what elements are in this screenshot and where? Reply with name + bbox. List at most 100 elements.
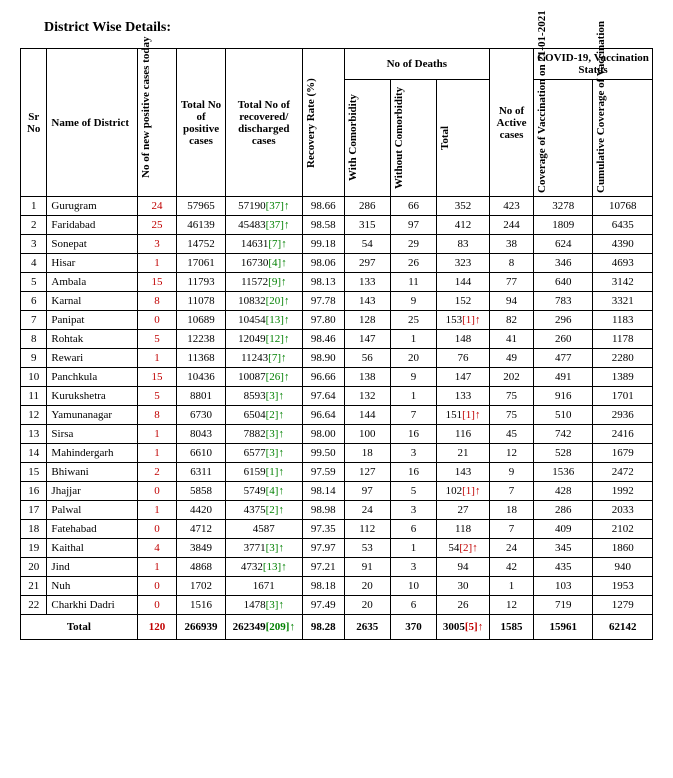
cell-d1: 315: [344, 216, 390, 235]
cell-total-act: 1585: [489, 615, 533, 640]
cell-name: Bhiwani: [47, 463, 137, 482]
cell-v2: 4390: [593, 235, 653, 254]
cell-d2: 3: [390, 558, 436, 577]
cell-d2: 6: [390, 596, 436, 615]
cell-sr: 5: [21, 273, 47, 292]
cell-pos: 17061: [177, 254, 225, 273]
cell-rec: 11572[9]↑: [225, 273, 302, 292]
cell-new: 2: [137, 463, 177, 482]
cell-new: 1: [137, 349, 177, 368]
cell-act: 12: [489, 596, 533, 615]
cell-act: 7: [489, 520, 533, 539]
cell-v1: 742: [534, 425, 593, 444]
cell-act: 9: [489, 463, 533, 482]
cell-new: 1: [137, 425, 177, 444]
cell-name: Hisar: [47, 254, 137, 273]
table-row: 18Fatehabad04712458797.35112611874092102: [21, 520, 653, 539]
table-row: 2Faridabad254613945483[37]↑98.5831597412…: [21, 216, 653, 235]
col-deaths-group: No of Deaths: [344, 49, 489, 80]
cell-rec: 16730[4]↑: [225, 254, 302, 273]
cell-pos: 57965: [177, 197, 225, 216]
cell-sr: 10: [21, 368, 47, 387]
cell-pos: 6311: [177, 463, 225, 482]
cell-new: 0: [137, 577, 177, 596]
cell-sr: 22: [21, 596, 47, 615]
cell-v1: 528: [534, 444, 593, 463]
cell-rate: 96.66: [302, 368, 344, 387]
cell-v2: 3142: [593, 273, 653, 292]
col-vacc-cum: Cumulative Coverage of Vaccination: [593, 80, 653, 197]
cell-rec: 7882[3]↑: [225, 425, 302, 444]
cell-name: Yamunanagar: [47, 406, 137, 425]
cell-d1: 144: [344, 406, 390, 425]
cell-pos: 8801: [177, 387, 225, 406]
cell-new: 1: [137, 254, 177, 273]
cell-d2: 1: [390, 387, 436, 406]
cell-rec: 3771[3]↑: [225, 539, 302, 558]
cell-sr: 9: [21, 349, 47, 368]
table-row: 7Panipat01068910454[13]↑97.8012825153[1]…: [21, 311, 653, 330]
cell-v2: 1679: [593, 444, 653, 463]
cell-name: Panipat: [47, 311, 137, 330]
cell-total-v1: 15961: [534, 615, 593, 640]
cell-d1: 100: [344, 425, 390, 444]
cell-v2: 1178: [593, 330, 653, 349]
cell-rec: 4732[13]↑: [225, 558, 302, 577]
cell-rate: 98.00: [302, 425, 344, 444]
cell-v2: 1701: [593, 387, 653, 406]
col-active: No of Active cases: [489, 49, 533, 197]
cell-v2: 2416: [593, 425, 653, 444]
cell-pos: 6730: [177, 406, 225, 425]
cell-d2: 29: [390, 235, 436, 254]
cell-v2: 1389: [593, 368, 653, 387]
cell-rate: 97.35: [302, 520, 344, 539]
cell-new: 0: [137, 520, 177, 539]
cell-d1: 54: [344, 235, 390, 254]
cell-v1: 624: [534, 235, 593, 254]
cell-act: 45: [489, 425, 533, 444]
cell-pos: 14752: [177, 235, 225, 254]
cell-d3: 148: [437, 330, 490, 349]
cell-v2: 1953: [593, 577, 653, 596]
cell-name: Fatehabad: [47, 520, 137, 539]
cell-total-v2: 62142: [593, 615, 653, 640]
cell-pos: 4420: [177, 501, 225, 520]
cell-act: 202: [489, 368, 533, 387]
cell-d1: 127: [344, 463, 390, 482]
cell-new: 24: [137, 197, 177, 216]
cell-name: Charkhi Dadri: [47, 596, 137, 615]
cell-v2: 1860: [593, 539, 653, 558]
cell-rec: 6159[1]↑: [225, 463, 302, 482]
cell-d2: 26: [390, 254, 436, 273]
cell-name: Kaithal: [47, 539, 137, 558]
cell-name: Palwal: [47, 501, 137, 520]
table-row: 15Bhiwani263116159[1]↑97.591271614391536…: [21, 463, 653, 482]
cell-act: 94: [489, 292, 533, 311]
cell-d1: 138: [344, 368, 390, 387]
cell-new: 25: [137, 216, 177, 235]
cell-d3: 21: [437, 444, 490, 463]
cell-d3: 54[2]↑: [437, 539, 490, 558]
page-title: District Wise Details:: [44, 20, 653, 36]
cell-d2: 5: [390, 482, 436, 501]
cell-d3: 151[1]↑: [437, 406, 490, 425]
table-row: 11Kurukshetra588018593[3]↑97.64132113375…: [21, 387, 653, 406]
cell-v2: 1183: [593, 311, 653, 330]
cell-d2: 1: [390, 330, 436, 349]
cell-v2: 1279: [593, 596, 653, 615]
cell-rate: 98.46: [302, 330, 344, 349]
table-total-row: Total120266939262349[209]↑98.28263537030…: [21, 615, 653, 640]
cell-act: 41: [489, 330, 533, 349]
cell-name: Faridabad: [47, 216, 137, 235]
table-row: 10Panchkula151043610087[26]↑96.661389147…: [21, 368, 653, 387]
cell-rec: 4375[2]↑: [225, 501, 302, 520]
table-row: 20Jind148684732[13]↑97.219139442435940: [21, 558, 653, 577]
cell-d3: 26: [437, 596, 490, 615]
cell-v1: 296: [534, 311, 593, 330]
cell-v2: 940: [593, 558, 653, 577]
cell-v2: 2102: [593, 520, 653, 539]
table-row: 1Gurugram245796557190[37]↑98.66286663524…: [21, 197, 653, 216]
table-row: 8Rohtak51223812049[12]↑98.46147114841260…: [21, 330, 653, 349]
cell-d3: 118: [437, 520, 490, 539]
cell-d1: 20: [344, 577, 390, 596]
